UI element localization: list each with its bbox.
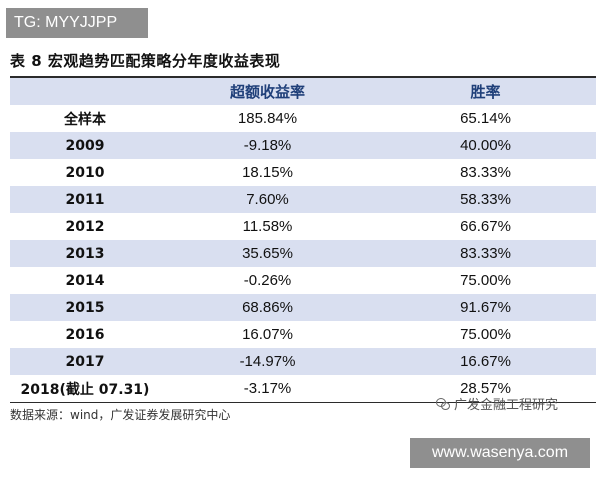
excess-return-value: 68.86%: [160, 294, 375, 321]
row-label: 全样本: [64, 111, 106, 128]
table-row: 2017 -14.97% 16.67%: [10, 348, 596, 375]
row-label: 2018(截止 07.31): [20, 381, 150, 398]
bottom-rule: [10, 402, 596, 403]
table-row: 2013 35.65% 83.33%: [10, 240, 596, 267]
row-label: 2016: [65, 326, 105, 343]
win-rate-value: 83.33%: [460, 164, 511, 181]
win-rate-value: 28.57%: [460, 380, 511, 397]
table-row: 2010 18.15% 83.33%: [10, 159, 596, 186]
excess-return-value: -3.17%: [243, 380, 292, 397]
row-label: 2015: [10, 294, 160, 321]
win-rate-value: 66.67%: [460, 218, 511, 235]
table-title: 表 8 宏观趋势匹配策略分年度收益表现: [10, 52, 281, 70]
table-row: 2014 -0.26% 75.00%: [10, 267, 596, 294]
win-rate-value: 83.33%: [375, 240, 596, 267]
excess-return-value: -14.97%: [160, 348, 375, 375]
returns-table: 超额收益率 胜率 全样本 185.84% 65.14% 2009 -9.18% …: [10, 78, 596, 402]
wechat-account-name: 广发金融工程研究: [454, 398, 559, 413]
table-row: 2018(截止 07.31) -3.17% 28.57%: [10, 375, 596, 402]
top-rule: [10, 76, 596, 78]
header-win-rate: 胜率: [375, 78, 596, 105]
win-rate-value: 40.00%: [375, 132, 596, 159]
table-row: 2009 -9.18% 40.00%: [10, 132, 596, 159]
row-label: 2009: [10, 132, 160, 159]
excess-return-value: 18.15%: [242, 164, 293, 181]
excess-return-value: 185.84%: [237, 110, 298, 127]
watermark-tg: TG: MYYJJPP: [6, 8, 148, 38]
excess-return-value: 11.58%: [242, 218, 293, 235]
table-row: 2015 68.86% 91.67%: [10, 294, 596, 321]
win-rate-value: 75.00%: [460, 326, 511, 343]
win-rate-value: 75.00%: [460, 272, 511, 289]
row-label: 2010: [65, 164, 105, 181]
row-label: 2013: [10, 240, 160, 267]
win-rate-value: 16.67%: [375, 348, 596, 375]
table-row: 2012 11.58% 66.67%: [10, 213, 596, 240]
table-row: 全样本 185.84% 65.14%: [10, 105, 596, 132]
excess-return-value: -0.26%: [243, 272, 292, 289]
table-row: 2016 16.07% 75.00%: [10, 321, 596, 348]
excess-return-value: 35.65%: [160, 240, 375, 267]
row-label: 2011: [10, 186, 160, 213]
row-label: 2012: [65, 218, 105, 235]
watermark-url: www.wasenya.com: [410, 438, 590, 468]
wechat-icon: [436, 397, 450, 410]
wechat-account-logo: 广发金融工程研究: [436, 394, 558, 413]
win-rate-value: 65.14%: [460, 110, 511, 127]
excess-return-value: 16.07%: [242, 326, 293, 343]
header-excess-return: 超额收益率: [160, 78, 375, 105]
table-row: 2011 7.60% 58.33%: [10, 186, 596, 213]
source-note: 数据来源：wind，广发证券发展研究中心: [10, 408, 231, 422]
excess-return-value: -9.18%: [160, 132, 375, 159]
row-label: 2017: [10, 348, 160, 375]
win-rate-value: 58.33%: [375, 186, 596, 213]
row-label: 2014: [65, 272, 105, 289]
table-header-row: 超额收益率 胜率: [10, 78, 596, 105]
excess-return-value: 7.60%: [160, 186, 375, 213]
win-rate-value: 91.67%: [375, 294, 596, 321]
header-label: [10, 78, 160, 105]
